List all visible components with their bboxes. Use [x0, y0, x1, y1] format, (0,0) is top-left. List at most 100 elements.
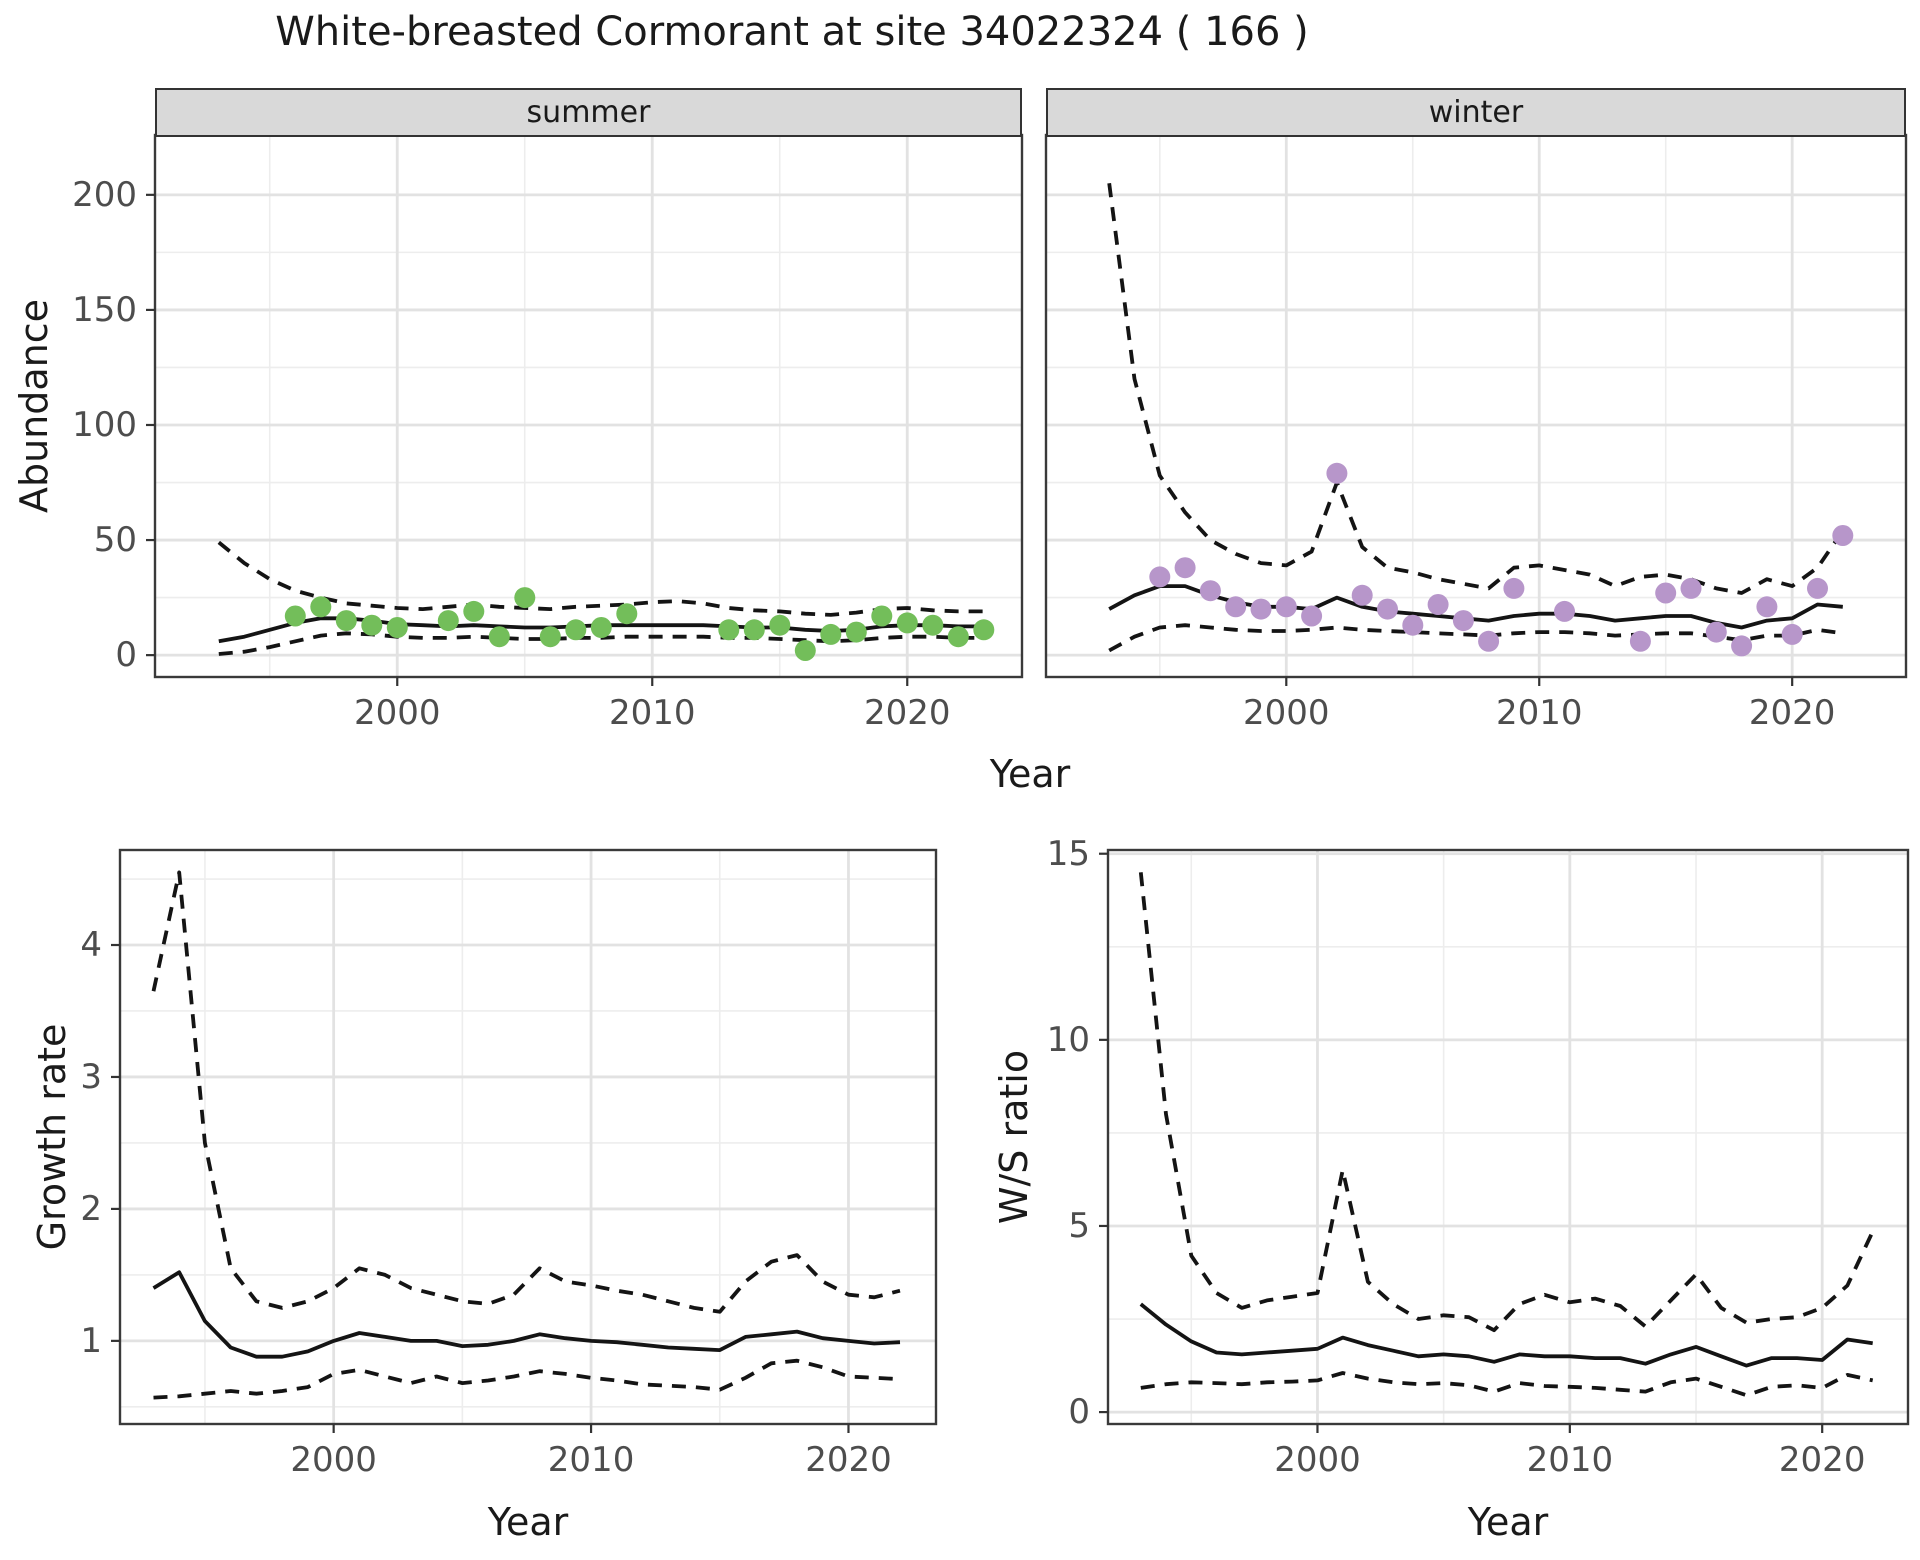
- x-tick-label: 2020: [863, 693, 951, 733]
- data-point-winter-observations: [1680, 577, 1702, 599]
- data-point-summer-observations: [845, 621, 867, 643]
- series-line-upper-95ci: [1107, 183, 1845, 595]
- data-point-winter-observations: [1427, 594, 1449, 615]
- data-point-winter-observations: [1503, 577, 1525, 599]
- panel-ws-ratio: [1099, 848, 1910, 1433]
- x-axis-title-year-top: Year: [989, 752, 1071, 796]
- panel-border: [1106, 848, 1910, 1426]
- y-tick-label: 2: [80, 1188, 102, 1229]
- x-tick-label: 2000: [1243, 693, 1330, 733]
- data-point-summer-observations: [743, 619, 765, 641]
- series-line-upper-95ci: [1138, 872, 1875, 1333]
- data-point-summer-observations: [922, 614, 944, 636]
- panel-border: [153, 133, 1024, 679]
- data-point-summer-observations: [794, 640, 816, 661]
- series-group: [1138, 872, 1875, 1398]
- x-axis-title-year-ws: Year: [1467, 1500, 1549, 1544]
- series-group: [151, 870, 901, 1400]
- series-line-lower-95ci: [153, 1358, 901, 1400]
- data-point-winter-observations: [1554, 600, 1575, 622]
- y-tick-label: 1: [80, 1320, 102, 1361]
- data-point-summer-observations: [590, 617, 612, 638]
- data-point-winter-observations: [1351, 584, 1373, 606]
- series-line-upper-95ci: [217, 540, 984, 617]
- data-point-summer-observations: [616, 603, 638, 625]
- x-tick-label: 2010: [1495, 693, 1583, 733]
- data-point-winter-observations: [1781, 623, 1803, 645]
- data-point-summer-observations: [871, 605, 893, 627]
- facet-strip-label: winter: [1428, 95, 1524, 130]
- data-point-summer-observations: [386, 617, 408, 638]
- data-point-summer-observations: [335, 610, 357, 632]
- panel-border: [1044, 133, 1908, 679]
- facet-strip-winter: winter: [1046, 88, 1906, 137]
- data-point-summer-observations: [565, 619, 587, 641]
- panel-border: [118, 848, 938, 1426]
- data-point-winter-observations: [1326, 462, 1348, 484]
- data-point-summer-observations: [488, 626, 510, 648]
- series-line-lower-95ci: [1108, 623, 1844, 653]
- data-point-winter-observations: [1655, 582, 1677, 604]
- x-axis-title-year-growth: Year: [487, 1500, 569, 1544]
- x-tick-label: 2020: [805, 1440, 892, 1480]
- data-point-winter-observations: [1731, 635, 1753, 657]
- facet-strip-label: summer: [526, 95, 651, 130]
- data-point-winter-observations: [1199, 580, 1221, 602]
- series-line-lower-95ci: [1140, 1371, 1874, 1398]
- data-point-winter-observations: [1807, 577, 1828, 599]
- x-tick-label: 2020: [1778, 1440, 1866, 1480]
- data-point-summer-observations: [769, 614, 791, 636]
- data-point-winter-observations: [1629, 630, 1651, 652]
- facet-strip-summer: summer: [155, 88, 1022, 137]
- y-tick-label: 0: [115, 635, 137, 676]
- data-point-winter-observations: [1756, 596, 1778, 618]
- x-tick-label: 2000: [290, 1440, 377, 1480]
- data-point-summer-observations: [973, 619, 995, 641]
- data-point-summer-observations: [896, 612, 918, 634]
- data-point-summer-observations: [463, 600, 485, 622]
- series-line-upper-95ci: [151, 870, 901, 1314]
- data-point-winter-observations: [1377, 598, 1398, 620]
- data-point-winter-observations: [1478, 630, 1500, 652]
- data-point-summer-observations: [361, 614, 383, 636]
- data-point-summer-observations: [310, 596, 332, 618]
- data-point-winter-observations: [1832, 525, 1854, 546]
- data-point-summer-observations: [284, 605, 306, 627]
- data-point-winter-observations: [1275, 596, 1297, 618]
- data-point-summer-observations: [514, 587, 536, 609]
- data-point-summer-observations: [539, 626, 561, 648]
- data-point-winter-observations: [1402, 614, 1424, 636]
- data-point-winter-observations: [1452, 610, 1474, 632]
- panel-abundance-winter: [1044, 133, 1908, 686]
- data-point-summer-observations: [718, 619, 740, 641]
- panel-abundance-summer: [146, 133, 1024, 686]
- y-tick-label: 5: [1068, 1205, 1090, 1246]
- x-tick-label: 2010: [547, 1440, 635, 1480]
- y-tick-label: 3: [80, 1056, 102, 1097]
- y-tick-label: 50: [93, 520, 137, 561]
- x-tick-label: 2010: [1526, 1440, 1614, 1480]
- y-axis-title-ws-ratio: W/S ratio: [992, 1049, 1036, 1225]
- y-tick-label: 150: [72, 289, 137, 330]
- data-point-summer-observations: [947, 626, 969, 648]
- x-tick-label: 2020: [1748, 693, 1836, 733]
- data-point-winter-observations: [1174, 557, 1196, 579]
- series-line-fit: [152, 1270, 901, 1359]
- series-group: [1107, 183, 1854, 657]
- data-point-winter-observations: [1225, 596, 1247, 618]
- x-tick-label: 2000: [353, 693, 441, 733]
- data-point-winter-observations: [1250, 598, 1272, 620]
- data-point-summer-observations: [437, 610, 459, 632]
- plot-title: White-breasted Cormorant at site 3402232…: [275, 9, 1309, 55]
- series-line-fit: [1139, 1302, 1873, 1368]
- y-tick-label: 10: [1046, 1019, 1090, 1060]
- data-point-summer-observations: [820, 623, 842, 645]
- series-group: [217, 540, 995, 661]
- data-point-winter-observations: [1301, 605, 1323, 627]
- y-tick-label: 200: [72, 174, 137, 215]
- y-tick-label: 100: [72, 404, 137, 445]
- data-point-winter-observations: [1149, 566, 1171, 588]
- x-tick-label: 2000: [1274, 1440, 1361, 1480]
